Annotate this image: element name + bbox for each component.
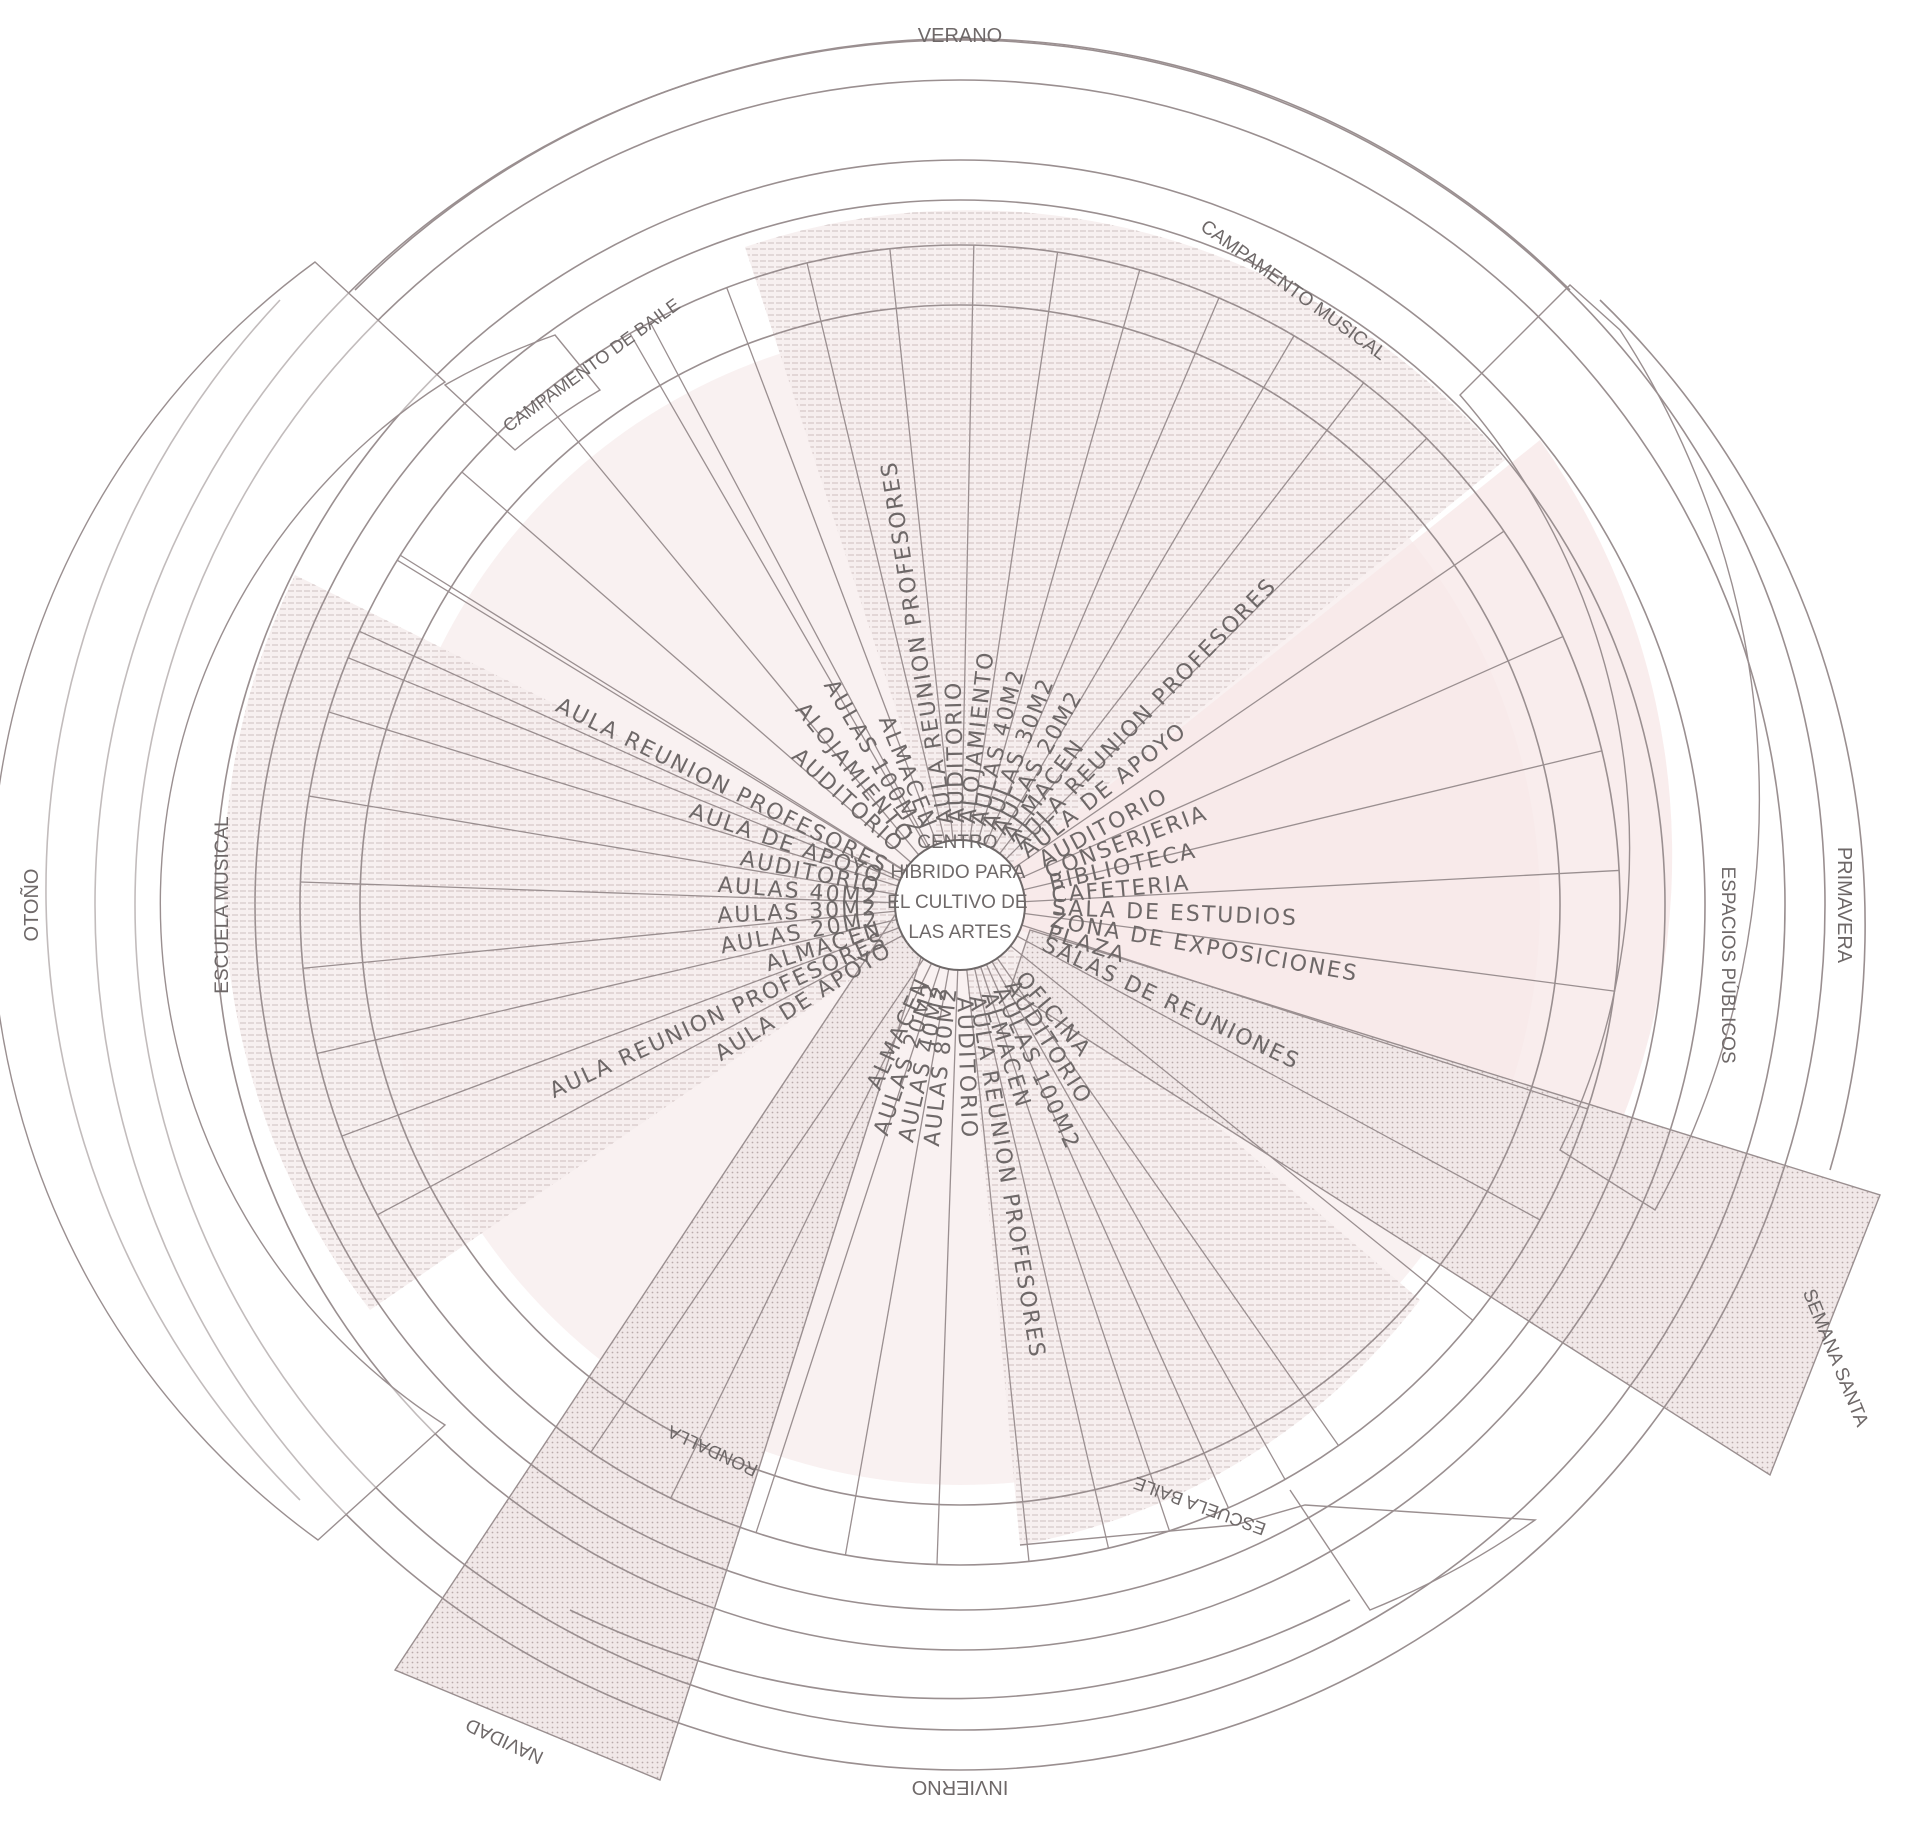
season-arcs <box>45 37 1866 1700</box>
spoke-line <box>984 297 1220 846</box>
campamento-musical-hatch <box>745 210 1505 905</box>
center-circle <box>894 839 1026 971</box>
spoke-line <box>726 287 938 845</box>
spoke-line <box>1021 924 1588 1110</box>
espacios-publicos-panel[interactable] <box>1459 284 1761 1211</box>
spoke-line <box>341 927 900 1137</box>
escuela-musical-hatch <box>224 575 960 1310</box>
spoke-line <box>999 382 1365 854</box>
spoke-line <box>399 554 906 872</box>
spoke-line <box>302 910 896 969</box>
spokes <box>300 245 1620 1565</box>
spoke-line <box>461 471 912 863</box>
spoke-line <box>806 262 946 842</box>
spoke-line <box>980 966 1171 1532</box>
campamento-baile-panel[interactable] <box>443 334 602 451</box>
spoke-line <box>973 968 1110 1549</box>
spoke-line <box>396 559 905 872</box>
program-label-espacios-publicos: ESPACIOS PÚBLICOS <box>1717 866 1739 1063</box>
spoke-line <box>755 966 941 1533</box>
room-label: AUDITORIO <box>942 680 970 823</box>
spoke-line <box>1010 945 1474 1321</box>
spoke-line <box>985 964 1230 1509</box>
spoke-line <box>539 395 920 856</box>
spoke-line <box>889 248 954 841</box>
spoke-line <box>649 321 931 848</box>
spoke-line <box>1016 935 1541 1221</box>
spoke-line <box>936 969 959 1565</box>
spoke-line <box>590 958 925 1453</box>
rings <box>94 39 1826 1771</box>
spoke-line <box>300 881 896 904</box>
spoke-line <box>376 934 903 1216</box>
spoke-line <box>996 957 1340 1447</box>
spoke-line <box>844 968 950 1556</box>
spoke-line <box>670 963 933 1499</box>
program-label-escuela-musical: ESCUELA MUSICAL <box>212 816 233 993</box>
espacios-publicos-pink <box>960 440 1673 1170</box>
spoke-line <box>308 795 896 895</box>
spoke-line <box>1013 530 1505 869</box>
spoke-line <box>629 333 929 850</box>
center-title: CENTRO HIBRIDO PARA EL CULTIVO DE LAS AR… <box>887 832 1033 943</box>
spoke-line <box>977 269 1141 843</box>
spoke-line <box>968 252 1059 841</box>
season-label-primavera: PRIMAVERA <box>1833 847 1855 964</box>
center-line: LAS ARTES <box>908 922 1011 943</box>
escuela-baile-panel[interactable] <box>1019 1489 1538 1611</box>
escuela-musical-panel[interactable] <box>0 261 447 1541</box>
center-line: CENTRO <box>917 832 997 853</box>
spoke-line <box>1019 635 1564 880</box>
center-line: HIBRIDO PARA <box>890 862 1025 883</box>
escuela-baile-hatch <box>960 905 1420 1545</box>
spoke-line <box>966 969 1030 1562</box>
room-label: AUDITORIO <box>951 996 981 1139</box>
spoke-line <box>960 245 975 841</box>
spoke-line <box>1005 437 1428 860</box>
spoke-line <box>347 657 900 882</box>
spoke-line <box>1024 869 1620 903</box>
spoke-line <box>991 961 1286 1480</box>
season-label-invierno: INVIERNO <box>912 1776 1009 1798</box>
spoke-line <box>1024 912 1615 992</box>
center-line: EL CULTIVO DE <box>887 892 1027 913</box>
season-label-otono: OTOÑO <box>19 869 43 942</box>
spoke-line <box>316 918 897 1055</box>
spoke-line <box>1023 750 1602 891</box>
spoke-line <box>992 335 1295 850</box>
spoke-line <box>328 711 899 887</box>
spoke-line <box>359 630 902 879</box>
season-label-verano: VERANO <box>918 25 1002 47</box>
